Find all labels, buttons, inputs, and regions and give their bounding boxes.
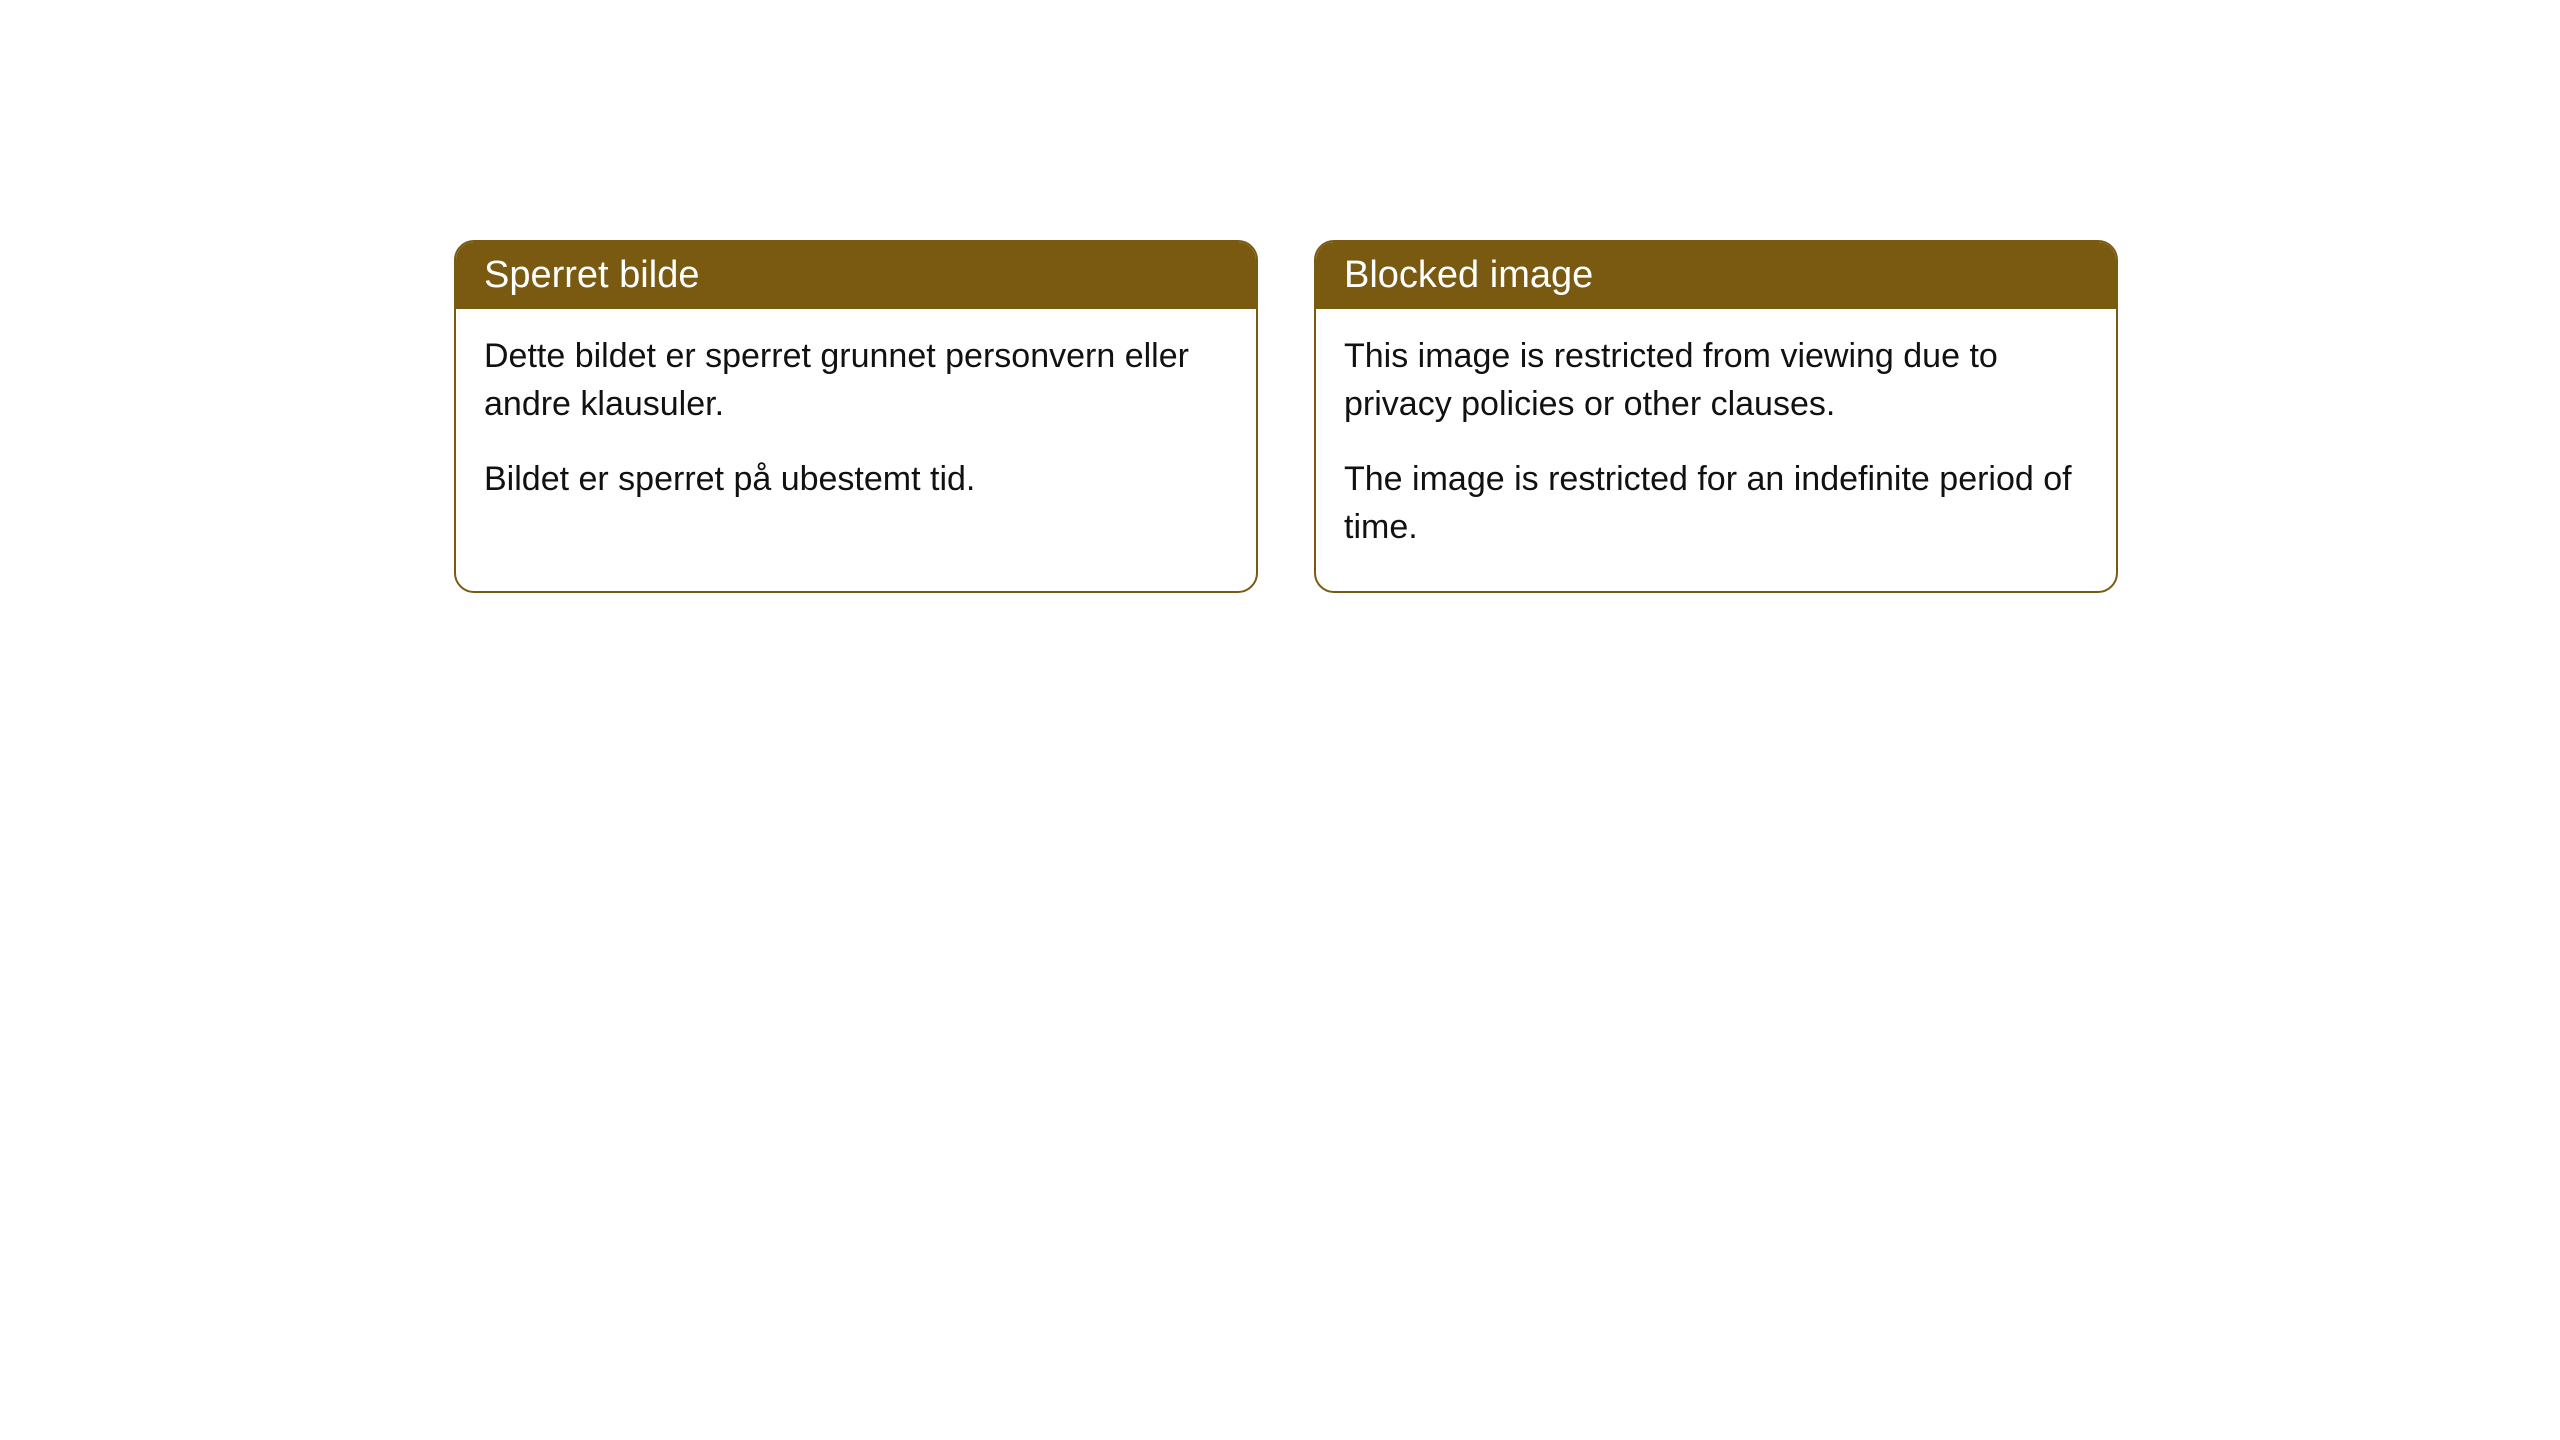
notice-card-norwegian: Sperret bilde Dette bildet er sperret gr… — [454, 240, 1258, 593]
card-paragraph: This image is restricted from viewing du… — [1344, 333, 2088, 428]
card-title: Sperret bilde — [484, 254, 699, 296]
card-header: Blocked image — [1316, 242, 2116, 309]
card-body: Dette bildet er sperret grunnet personve… — [456, 309, 1256, 544]
card-header: Sperret bilde — [456, 242, 1256, 309]
card-title: Blocked image — [1344, 254, 1593, 296]
notice-card-english: Blocked image This image is restricted f… — [1314, 240, 2118, 593]
card-paragraph: Bildet er sperret på ubestemt tid. — [484, 456, 1228, 504]
card-paragraph: The image is restricted for an indefinit… — [1344, 456, 2088, 551]
card-paragraph: Dette bildet er sperret grunnet personve… — [484, 333, 1228, 428]
notice-cards-container: Sperret bilde Dette bildet er sperret gr… — [454, 240, 2560, 593]
card-body: This image is restricted from viewing du… — [1316, 309, 2116, 591]
